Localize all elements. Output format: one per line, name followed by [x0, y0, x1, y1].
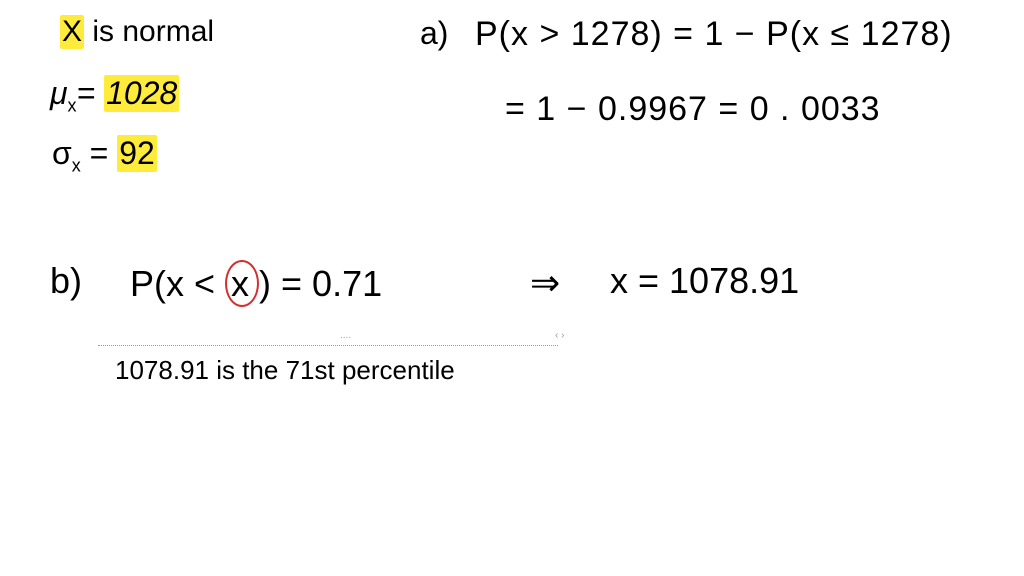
- text-box-border: [98, 345, 558, 346]
- mu-label: μ: [50, 75, 68, 111]
- part-b-label: b): [50, 260, 82, 302]
- sigma-label: σ: [52, 135, 72, 171]
- resize-artifact: ‹ ›: [555, 330, 564, 341]
- part-a-eq2: = 1 − 0.9967 = 0 . 0033: [505, 90, 881, 129]
- sigma-sub: x: [72, 155, 81, 175]
- part-b-implies: ⇒: [530, 262, 560, 304]
- given-line1-rest: is normal: [84, 15, 214, 48]
- percentile-conclusion: 1078.91 is the 71st percentile: [115, 355, 455, 386]
- x-highlight: X: [60, 15, 84, 49]
- given-distribution: X is normal: [60, 15, 214, 49]
- sigma-line: σx = 92: [52, 135, 157, 176]
- mu-val: 1028: [104, 75, 179, 112]
- part-a-eq1: P(x > 1278) = 1 − P(x ≤ 1278): [475, 15, 953, 54]
- mu-eq: =: [77, 75, 105, 111]
- part-b-lhs: P(x < x) = 0.71: [130, 260, 382, 307]
- part-b-lhs-close: ): [259, 263, 271, 304]
- part-b-x-circled: x: [225, 260, 259, 307]
- part-a-label: a): [420, 15, 448, 52]
- part-b-eq2: x = 1078.91: [610, 260, 799, 302]
- part-b-eq1-rhs: = 0.71: [271, 263, 382, 304]
- dots-artifact: ....: [340, 330, 351, 341]
- part-b-lhs-open: P(x <: [130, 263, 225, 304]
- mu-line: μx= 1028: [50, 75, 179, 116]
- sigma-eq: =: [81, 135, 117, 171]
- sigma-val: 92: [117, 135, 157, 172]
- mu-sub: x: [68, 95, 77, 115]
